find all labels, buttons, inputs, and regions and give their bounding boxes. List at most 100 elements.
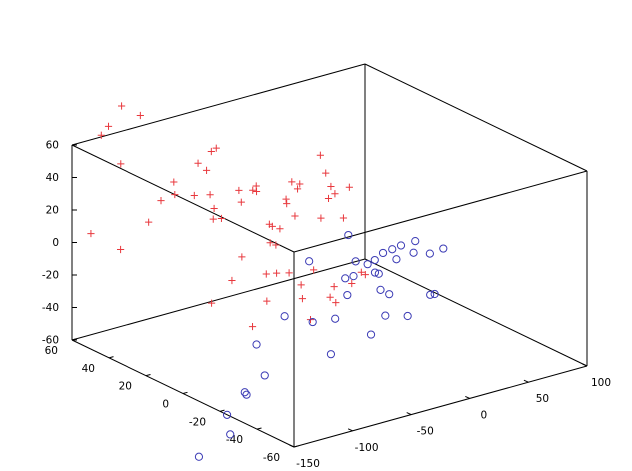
plus-data-point [206, 191, 214, 199]
x-tick-label: -100 [355, 442, 379, 454]
plus-data-point [117, 102, 126, 110]
z-tick-label: -20 [42, 270, 59, 282]
box-edge-top-front-x [293, 170, 588, 253]
circle-data-point [439, 244, 448, 253]
plus-data-point [252, 187, 261, 196]
plus-data-point [190, 191, 198, 200]
x-tick-mark [347, 428, 353, 432]
axes-box [71, 63, 588, 448]
y-tick-label: 20 [119, 381, 132, 393]
z-tick-label: 60 [46, 140, 59, 152]
axis-ticks [71, 144, 588, 448]
plus-data-point [339, 214, 348, 222]
plus-data-point [171, 190, 179, 199]
circle-data-point [240, 388, 249, 397]
x-tick-label: 50 [536, 393, 549, 405]
y-tick-mark [256, 427, 262, 430]
series-circle-markers [194, 230, 448, 461]
plus-data-point [345, 183, 353, 191]
y-axis-tick-labels: -60 -40 -20 0 20 40 60 [45, 345, 280, 464]
plus-data-point [306, 316, 315, 324]
box-edge-top-left-y [71, 144, 295, 253]
circle-data-point [388, 245, 397, 254]
x-tick-mark [406, 412, 412, 416]
circle-data-point [392, 255, 401, 264]
circle-data-point [222, 410, 232, 419]
box-edge-front-bottom-x [293, 365, 588, 448]
circle-data-point [194, 452, 204, 461]
y-tick-label: 60 [45, 345, 58, 357]
plus-data-point [116, 245, 125, 254]
z-tick-label: -60 [42, 335, 59, 347]
plus-data-point [297, 281, 305, 289]
plus-data-point [202, 166, 211, 174]
circle-data-point [396, 241, 406, 250]
circle-data-point [403, 311, 412, 321]
circle-data-point [344, 230, 353, 240]
circle-data-point [411, 237, 420, 246]
plus-data-point [104, 122, 113, 130]
circle-data-point [351, 257, 360, 266]
circle-data-point [363, 260, 372, 269]
plus-data-point [136, 111, 144, 120]
plus-data-point [207, 147, 215, 156]
plus-data-point [285, 269, 293, 277]
plus-data-point [293, 185, 302, 193]
x-tick-mark [289, 444, 295, 448]
plus-data-point [263, 297, 271, 305]
plus-data-point [212, 144, 220, 152]
y-tick-mark [219, 409, 225, 412]
plus-data-point [348, 279, 356, 288]
plus-data-point [272, 269, 281, 277]
circle-data-point [349, 272, 358, 281]
y-tick-mark [145, 373, 151, 377]
box-edge-back-bottom-x [71, 258, 366, 341]
plus-data-point [209, 215, 217, 223]
circle-data-point [280, 312, 289, 321]
x-tick-mark [523, 379, 529, 383]
y-tick-mark [108, 356, 114, 359]
box-edge-right-bottom-y [364, 258, 588, 367]
x-tick-label: 0 [480, 409, 487, 421]
plus-data-point [317, 214, 325, 222]
circle-data-point [308, 317, 317, 327]
plus-data-point [316, 151, 324, 159]
plus-data-point [210, 204, 218, 213]
y-tick-label: 40 [82, 363, 95, 375]
z-tick-label: 40 [46, 172, 59, 184]
box-edge-top-right-y [364, 63, 588, 172]
circle-data-point [326, 350, 336, 359]
circle-data-point [381, 311, 390, 320]
plus-data-point [272, 241, 280, 249]
plus-data-point [262, 270, 270, 278]
plus-data-point [228, 276, 236, 285]
circle-data-point [366, 330, 376, 339]
plus-data-point [327, 182, 335, 191]
plus-data-point [310, 266, 318, 274]
plus-data-point [97, 131, 105, 139]
circle-data-point [242, 390, 251, 399]
box-edge-top-back-x [71, 63, 366, 146]
x-axis-tick-labels: -150 -100 -50 0 50 100 [296, 377, 611, 470]
plus-data-point [288, 178, 296, 186]
plus-data-point [238, 253, 246, 261]
plus-data-point [248, 322, 257, 331]
plus-data-point [330, 283, 338, 291]
circle-data-point [370, 268, 380, 277]
plus-data-point [266, 239, 274, 247]
y-tick-mark [182, 391, 188, 394]
circle-data-point [378, 248, 388, 258]
y-tick-mark [71, 338, 77, 341]
plus-data-point [237, 198, 245, 206]
plus-data-point [170, 178, 178, 186]
circle-data-point [305, 257, 314, 266]
circle-data-point [376, 285, 385, 294]
circle-data-point [385, 290, 394, 299]
plus-data-point [157, 197, 165, 205]
plus-data-point [217, 214, 226, 223]
y-tick-label: 0 [162, 399, 169, 411]
circle-data-point [331, 314, 340, 323]
plus-data-point [326, 293, 334, 301]
plus-data-point [249, 186, 257, 194]
